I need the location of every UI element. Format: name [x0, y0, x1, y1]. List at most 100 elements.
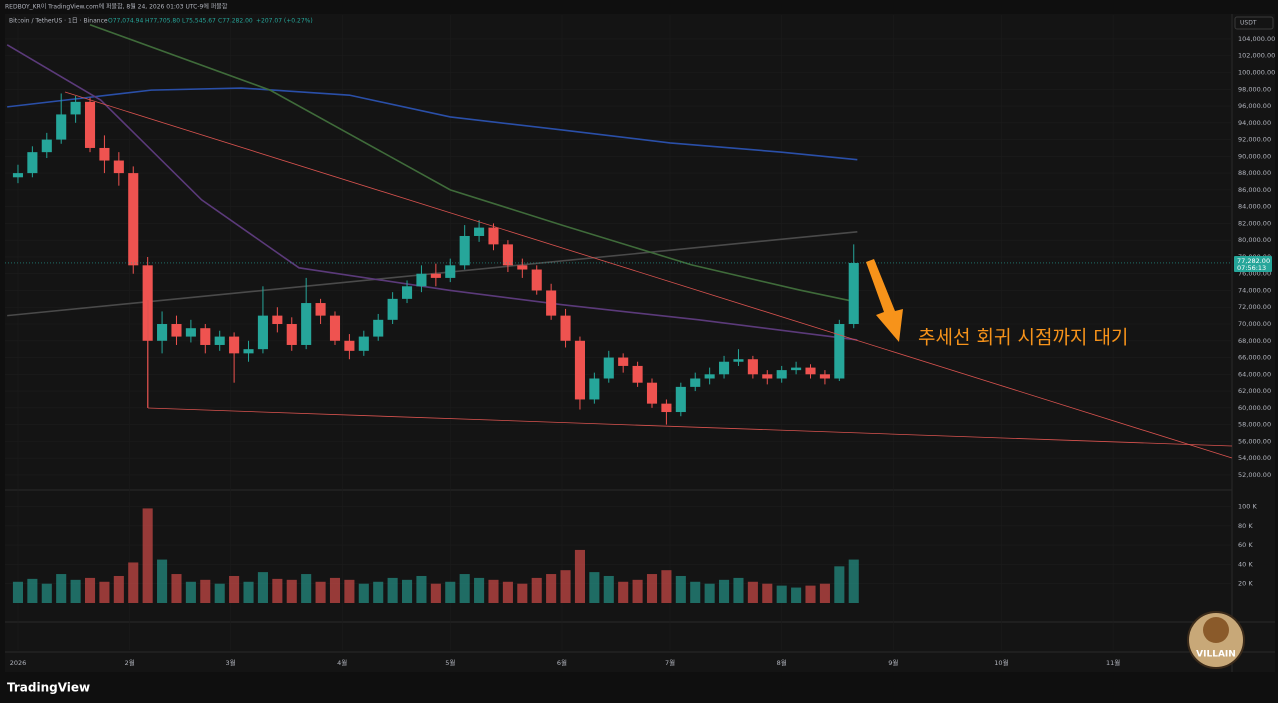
volume-bar [128, 562, 139, 603]
price-tag: 77,282.00 [1237, 257, 1270, 265]
volume-bar [747, 581, 758, 603]
candle-body [733, 359, 744, 362]
y-tick-label: 70,000.00 [1238, 320, 1271, 328]
x-tick-label: 11월 [1106, 658, 1120, 667]
candle-body [12, 173, 24, 178]
arrow [866, 259, 903, 342]
candle-body [488, 227, 499, 245]
trendline [147, 407, 1233, 447]
volume-bar [531, 577, 542, 603]
trendline [64, 91, 1233, 459]
x-tick-label: 10월 [994, 658, 1008, 667]
volume-tick-label: 80 K [1238, 522, 1253, 530]
candle-body [646, 382, 658, 404]
candle-body [719, 361, 730, 375]
volume-bar [661, 570, 672, 603]
currency: USDT [1240, 20, 1257, 27]
volume-bar [373, 581, 384, 603]
y-tick-label: 92,000.00 [1238, 136, 1271, 144]
x-tick-label: 5월 [445, 658, 455, 667]
x-tick-label: 6월 [557, 658, 567, 667]
volume-bar [517, 583, 528, 603]
y-tick-label: 94,000.00 [1238, 119, 1271, 127]
y-tick-label: 54,000.00 [1238, 454, 1271, 462]
candle-body [791, 367, 802, 371]
x-tick-label: 2월 [125, 658, 135, 667]
volume-bar [243, 581, 254, 603]
candle-body [229, 336, 240, 354]
volume-bar [171, 574, 182, 603]
volume-bar [200, 579, 211, 603]
y-tick-label: 98,000.00 [1238, 85, 1271, 93]
candle-body [113, 160, 124, 174]
candle-body [56, 114, 67, 140]
candle-body [675, 386, 686, 413]
y-tick-label: 60,000.00 [1238, 404, 1271, 412]
currency-box [1234, 16, 1274, 30]
candle-body [531, 269, 542, 291]
ohlc-low: L75,545.67 [182, 18, 216, 25]
candle-body [27, 152, 38, 174]
volume-bar [646, 574, 658, 603]
volume-bar [344, 579, 355, 603]
volume-bar [762, 583, 773, 603]
candle-body [243, 349, 254, 354]
volume-bar [560, 570, 571, 603]
candle-body [70, 101, 81, 115]
candle-body [214, 336, 225, 345]
candle-body [661, 403, 672, 413]
candle-body [589, 378, 600, 400]
volume-bar [776, 585, 787, 603]
volume-bar [819, 583, 830, 603]
candle-body [574, 340, 585, 400]
candle-body [560, 315, 571, 341]
volume-bar [546, 574, 557, 603]
candle-body [387, 298, 398, 320]
candle-body [128, 173, 139, 266]
y-tick-label: 80,000.00 [1238, 236, 1271, 244]
ohlc-high: H77,705.80 [145, 18, 180, 25]
volume-bar [387, 577, 398, 603]
candle-body [358, 336, 369, 351]
volume-bar [214, 583, 225, 603]
y-tick-label: 100,000.00 [1238, 69, 1275, 77]
candle-body [84, 101, 96, 148]
candle-body [459, 235, 470, 266]
volume-tick-label: 60 K [1238, 541, 1253, 549]
candle-body [185, 328, 196, 337]
volume-bar [301, 574, 312, 603]
volume-bar [286, 579, 297, 603]
credit: REDBOY_KR이 TradingView.com에 퍼블함, 8월 24, … [5, 3, 228, 11]
y-tick-label: 104,000.00 [1238, 35, 1275, 43]
candle-body [848, 262, 859, 325]
volume-bar [848, 559, 859, 603]
volume-tick-label: 100 K [1238, 502, 1257, 510]
volume-bar [603, 575, 614, 603]
volume-bar [834, 566, 845, 603]
candle-body [171, 324, 182, 337]
volume-bar [272, 578, 283, 603]
plot: 52,000.00 54,000.00 56,000.00 58,000.00 60,0… [5, 15, 1275, 667]
volume-bar [56, 574, 67, 603]
x-tick-label: 3월 [225, 658, 235, 667]
volume-bar [675, 575, 686, 603]
volume-bar [70, 579, 81, 603]
x-tick-label: 2026 [10, 659, 27, 667]
volume-bar [690, 581, 701, 603]
candle-body [747, 359, 758, 375]
candle-body [502, 244, 513, 266]
volume-bar [459, 574, 470, 603]
x-tick-label: 7월 [665, 658, 675, 667]
candle-body [776, 370, 787, 379]
y-tick-label: 56,000.00 [1238, 437, 1271, 445]
candle-body [445, 265, 456, 278]
candle-body [762, 374, 773, 379]
moving-average [89, 23, 858, 303]
volume-bar [185, 581, 196, 603]
volume-bar [502, 581, 513, 603]
y-tick-label: 68,000.00 [1238, 337, 1271, 345]
candle-body [99, 147, 110, 161]
candle-body [272, 315, 283, 325]
volume-bar [474, 577, 485, 603]
ohlc-open: O77,074.94 [108, 18, 143, 25]
